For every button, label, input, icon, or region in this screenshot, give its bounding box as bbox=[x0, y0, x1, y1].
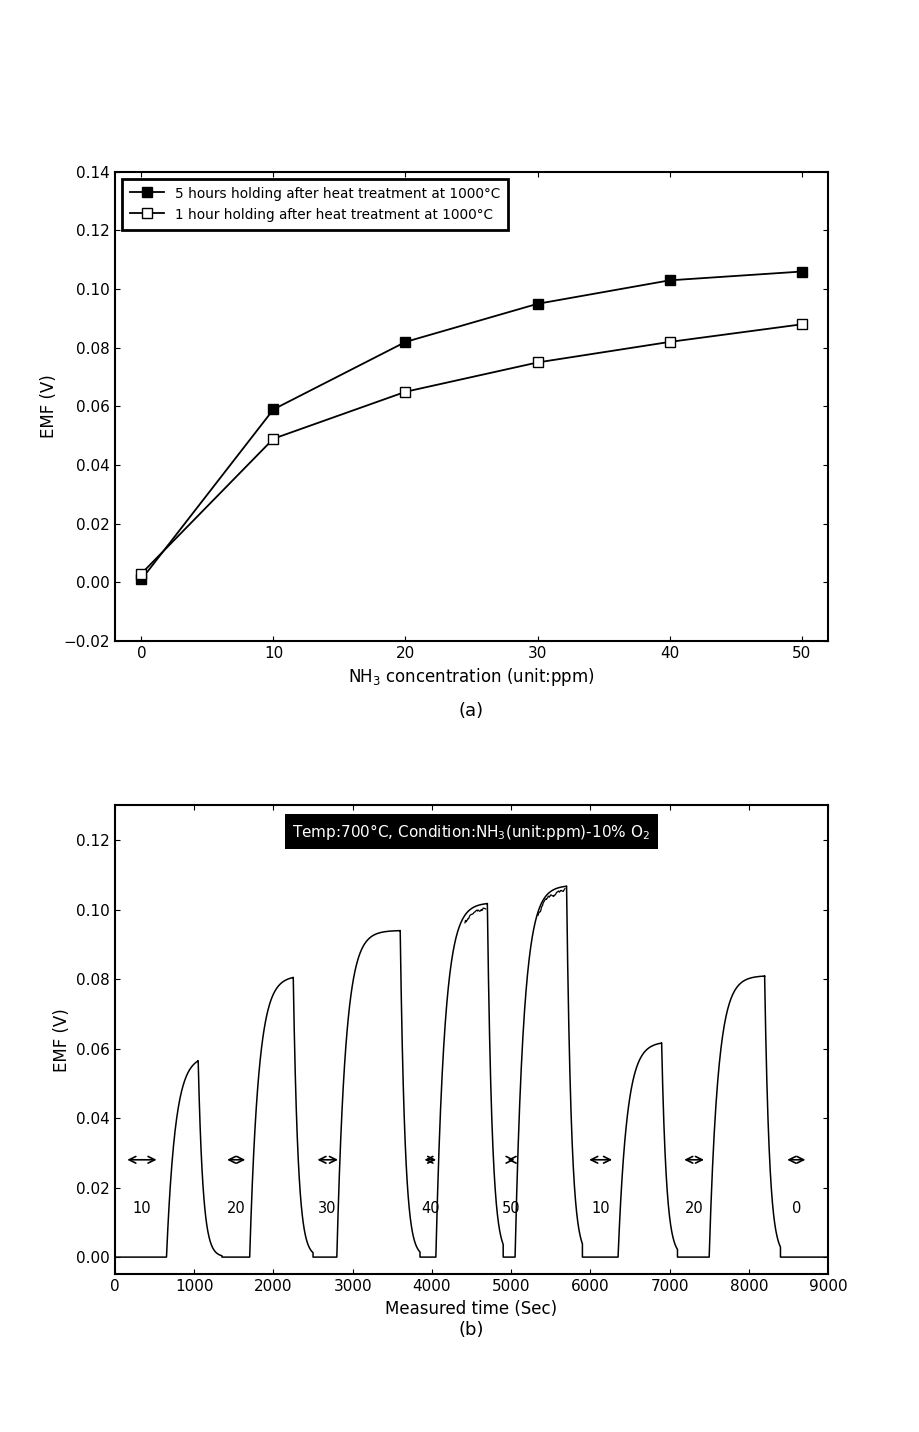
1 hour holding after heat treatment at 1000°C bbox=[400, 384, 411, 401]
5 hours holding after heat treatment at 1000°C bbox=[267, 401, 278, 418]
X-axis label: NH$_3$ concentration (unit:ppm): NH$_3$ concentration (unit:ppm) bbox=[347, 666, 595, 689]
1 hour holding after heat treatment at 1000°C bbox=[136, 566, 147, 583]
5 hours holding after heat treatment at 1000°C bbox=[664, 272, 675, 289]
Legend: 5 hours holding after heat treatment at 1000°C, 1 hour holding after heat treatm: 5 hours holding after heat treatment at … bbox=[121, 179, 508, 229]
Text: 30: 30 bbox=[318, 1201, 336, 1217]
5 hours holding after heat treatment at 1000°C bbox=[795, 263, 806, 281]
Text: 40: 40 bbox=[421, 1201, 439, 1217]
5 hours holding after heat treatment at 1000°C bbox=[531, 295, 542, 312]
1 hour holding after heat treatment at 1000°C bbox=[664, 334, 675, 351]
Line: 5 hours holding after heat treatment at 1000°C: 5 hours holding after heat treatment at … bbox=[136, 266, 806, 584]
Text: 50: 50 bbox=[501, 1201, 520, 1217]
Text: (a): (a) bbox=[459, 702, 483, 720]
1 hour holding after heat treatment at 1000°C bbox=[267, 430, 278, 447]
Text: 10: 10 bbox=[132, 1201, 151, 1217]
Y-axis label: EMF (V): EMF (V) bbox=[40, 375, 58, 438]
5 hours holding after heat treatment at 1000°C bbox=[136, 571, 147, 589]
Text: Temp:700°C, Condition:NH$_3$(unit:ppm)-10% O$_2$: Temp:700°C, Condition:NH$_3$(unit:ppm)-1… bbox=[292, 822, 650, 842]
Text: 20: 20 bbox=[684, 1201, 703, 1217]
X-axis label: Measured time (Sec): Measured time (Sec) bbox=[385, 1300, 557, 1317]
1 hour holding after heat treatment at 1000°C bbox=[531, 354, 542, 371]
Text: 20: 20 bbox=[227, 1201, 245, 1217]
5 hours holding after heat treatment at 1000°C bbox=[400, 334, 411, 351]
Text: (b): (b) bbox=[459, 1322, 483, 1339]
Text: 0: 0 bbox=[790, 1201, 800, 1217]
Text: 10: 10 bbox=[591, 1201, 609, 1217]
Line: 1 hour holding after heat treatment at 1000°C: 1 hour holding after heat treatment at 1… bbox=[136, 319, 806, 579]
Y-axis label: EMF (V): EMF (V) bbox=[52, 1008, 71, 1071]
1 hour holding after heat treatment at 1000°C bbox=[795, 315, 806, 332]
